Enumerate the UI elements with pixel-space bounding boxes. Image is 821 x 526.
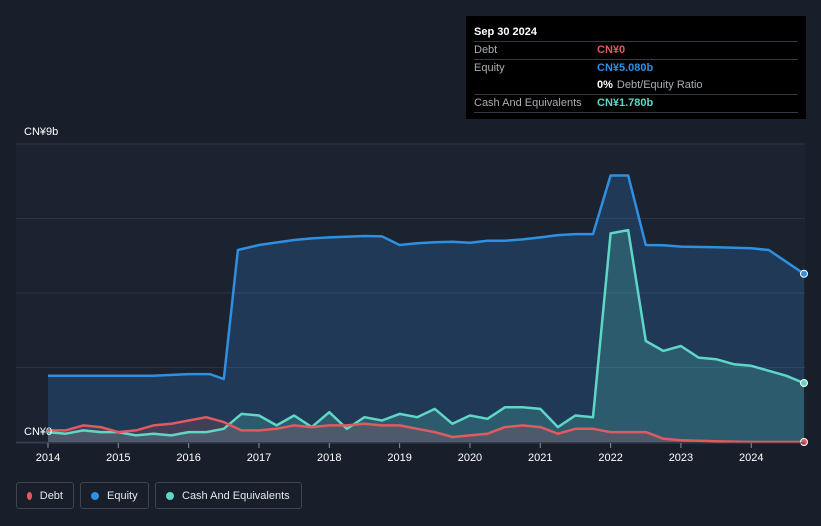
tooltip-ratio-value: 0% bbox=[597, 79, 613, 91]
debt-area bbox=[48, 417, 804, 442]
equity-area bbox=[48, 175, 804, 442]
tooltip-equity-value: CN¥5.080b bbox=[597, 62, 654, 74]
x-tick-label: 2015 bbox=[106, 452, 130, 464]
legend-cash-label: Cash And Equivalents bbox=[182, 489, 290, 502]
tooltip-cash-row: Cash And Equivalents CN¥1.780b bbox=[474, 94, 798, 113]
tooltip-ratio-label: Debt/Equity Ratio bbox=[616, 79, 703, 91]
tooltip-debt-label: Debt bbox=[474, 44, 498, 56]
x-tick-label: 2022 bbox=[598, 452, 622, 464]
chart-legend: Debt Equity Cash And Equivalents bbox=[16, 482, 302, 509]
series-end-markers bbox=[800, 269, 808, 446]
series-areas bbox=[48, 175, 804, 442]
tooltip-cash-value: CN¥1.780b bbox=[597, 97, 654, 109]
cash-and-equivalents-line bbox=[47, 228, 805, 437]
x-axis-ticks: 2014 2015 2016 2017 2018 2019 2020 2021 2022 2023… bbox=[16, 442, 805, 464]
y-axis-top-label: CN¥9b bbox=[24, 126, 58, 138]
cash-and-equivalents-end-marker bbox=[800, 379, 808, 388]
tooltip-date: Sep 30 2024 bbox=[474, 26, 537, 38]
cash-dot-icon bbox=[166, 491, 174, 500]
tooltip-debt-value: CN¥0 bbox=[597, 44, 626, 56]
legend-item-debt[interactable]: Debt bbox=[16, 482, 74, 509]
tooltip-ratio-row: 0% Debt/Equity Ratio bbox=[474, 77, 798, 94]
equity-end-marker bbox=[800, 269, 808, 278]
tooltip-equity-label: Equity bbox=[474, 62, 505, 74]
x-tick-label: 2020 bbox=[458, 452, 482, 464]
x-tick-label: 2018 bbox=[317, 452, 341, 464]
legend-item-equity[interactable]: Equity bbox=[80, 482, 149, 509]
x-tick-label: 2017 bbox=[247, 452, 271, 464]
x-tick-label: 2019 bbox=[387, 452, 411, 464]
legend-debt-label: Debt bbox=[39, 489, 63, 502]
x-tick-label: 2014 bbox=[36, 452, 60, 464]
equity-dot-icon bbox=[91, 491, 99, 500]
series-lines bbox=[47, 174, 805, 444]
tooltip-panel: Sep 30 2024 Debt CN¥0 Equity CN¥5.080b 0… bbox=[466, 16, 806, 119]
y-axis-bottom-label: CN¥0 bbox=[24, 426, 52, 438]
legend-item-cash[interactable]: Cash And Equivalents bbox=[155, 482, 302, 509]
tooltip-debt-row: Debt CN¥0 bbox=[474, 41, 798, 59]
x-tick-label: 2023 bbox=[669, 452, 693, 464]
x-tick-label: 2021 bbox=[528, 452, 552, 464]
debt-line bbox=[48, 415, 804, 444]
debt-end-marker bbox=[800, 438, 808, 446]
x-tick-label: 2016 bbox=[176, 452, 200, 464]
cash-and-equivalents-area bbox=[48, 230, 804, 442]
grid-lines bbox=[16, 143, 805, 443]
legend-equity-label: Equity bbox=[107, 489, 138, 502]
x-tick-label: 2024 bbox=[739, 452, 763, 464]
equity-line bbox=[48, 174, 805, 381]
debt-dot-icon bbox=[27, 491, 32, 500]
tooltip-cash-label: Cash And Equivalents bbox=[474, 97, 582, 109]
tooltip-equity-row: Equity CN¥5.080b bbox=[474, 59, 798, 77]
